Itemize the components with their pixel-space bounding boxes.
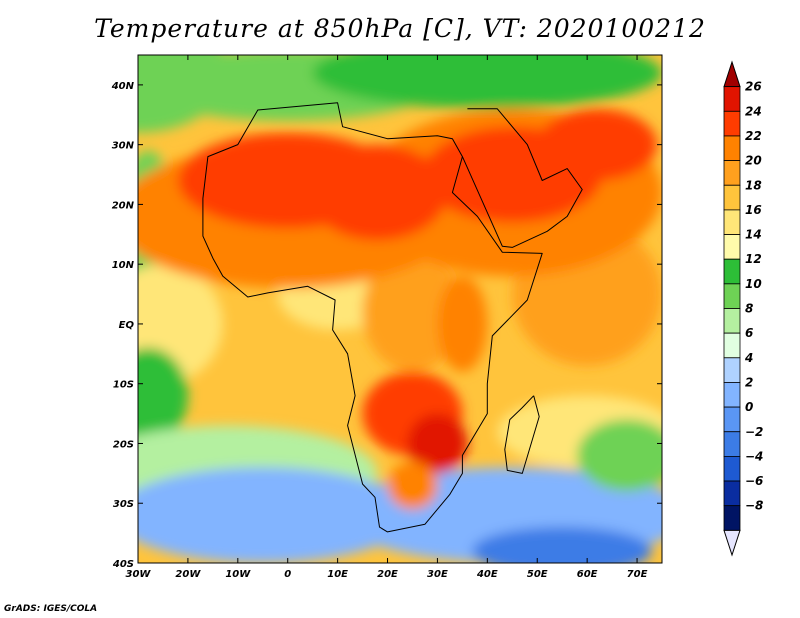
colorbar-segment <box>723 209 741 235</box>
lon-tick-label: 50E <box>527 569 548 580</box>
colorbar-label: 14 <box>745 228 762 242</box>
lat-tick-label: 20N <box>112 200 135 211</box>
madagascar-coastline <box>504 395 540 474</box>
colorbar-label: 2 <box>745 375 753 389</box>
colorbar-segment <box>723 110 741 137</box>
colorbar-segment <box>723 455 741 482</box>
colorbar-segment <box>723 431 741 457</box>
colorbar-label: −2 <box>745 425 763 439</box>
lon-tick-label: 10E <box>327 569 348 580</box>
grads-credit: GrADS: IGES/COLA <box>4 604 98 614</box>
colorbar-segment <box>723 406 741 433</box>
colorbar-segment <box>723 258 741 285</box>
temperature-region-2 <box>312 55 662 109</box>
colorbar-label: 6 <box>745 326 753 340</box>
arabia-coastline <box>461 108 583 248</box>
temperature-region-9 <box>472 527 652 563</box>
colorbar-segment <box>723 505 741 531</box>
map-title: Temperature at 850hPa [C], VT: 202010021… <box>94 14 706 43</box>
colorbar-label: 22 <box>745 129 762 143</box>
colorbar-segment <box>723 160 741 186</box>
lon-tick-label: 10W <box>225 569 251 580</box>
colorbar-segment <box>723 234 741 260</box>
colorbar-top-triangle <box>723 60 741 88</box>
lat-tick-label: 10N <box>112 260 135 271</box>
colorbar-segment <box>723 382 741 408</box>
colorbar-segment <box>723 480 741 507</box>
lon-tick-label: 30E <box>427 569 448 580</box>
colorbar-label: 4 <box>744 351 753 365</box>
temperature-region-14 <box>437 276 488 372</box>
lon-tick-label: 30W <box>126 569 152 580</box>
colorbar-segment <box>723 308 741 334</box>
temperature-region-21 <box>537 108 658 181</box>
temperature-region-24 <box>387 461 438 510</box>
longitude-axis: 30W 20W 10W 0 10E 20E 30E 40E 50E 60E 70E <box>126 55 648 580</box>
colorbar-segment <box>723 357 741 383</box>
colorbar-label: 24 <box>745 104 762 118</box>
colorbar-segment <box>723 135 741 161</box>
africa-coastline <box>202 102 543 533</box>
lon-tick-label: 60E <box>577 569 598 580</box>
lon-tick-label: 70E <box>627 569 648 580</box>
temperature-region-23 <box>407 413 468 474</box>
lon-tick-label: 20E <box>377 569 398 580</box>
lat-tick-label: EQ <box>119 320 135 331</box>
lat-tick-label: 30N <box>112 141 135 152</box>
colorbar-segment <box>723 332 741 359</box>
colorbar-segment <box>723 86 741 112</box>
temperature-region-19 <box>307 144 448 241</box>
colorbar-label: 16 <box>745 203 762 217</box>
colorbar-label: 26 <box>745 80 762 94</box>
colorbar-label: 0 <box>745 400 753 414</box>
lat-tick-label: 40N <box>111 81 135 92</box>
colorbar-label: 8 <box>745 302 753 316</box>
temperature-field <box>138 55 662 563</box>
lon-tick-label: 0 <box>284 569 291 580</box>
colorbar-label: 10 <box>745 277 762 291</box>
colorbar-segment <box>723 184 741 211</box>
colorbar-label: −6 <box>745 474 763 488</box>
colorbar-label: −4 <box>745 449 763 463</box>
colorbar-bottom-triangle <box>723 529 741 557</box>
lat-tick-label: 40S <box>112 559 134 570</box>
colorbar-segment <box>723 283 741 309</box>
lat-tick-label: 30S <box>113 499 134 510</box>
colorbar-label: 18 <box>745 178 762 192</box>
colorbar-label: −8 <box>745 499 763 513</box>
lat-tick-label: 20S <box>113 439 134 450</box>
lon-tick-label: 20W <box>175 569 201 580</box>
colorbar-label: 20 <box>745 154 762 168</box>
colorbar-label: 12 <box>745 252 762 266</box>
lat-tick-label: 10S <box>113 380 134 391</box>
temperature-region-5 <box>138 347 188 444</box>
map-frame <box>137 54 663 564</box>
lon-tick-label: 40E <box>476 569 498 580</box>
temperature-region-7 <box>138 467 413 563</box>
temperature-region-11 <box>577 419 662 492</box>
latitude-axis: 40N 30N 20N 10N EQ 10S 20S 30S 40S <box>111 81 662 570</box>
temperature-region-13 <box>362 252 463 372</box>
